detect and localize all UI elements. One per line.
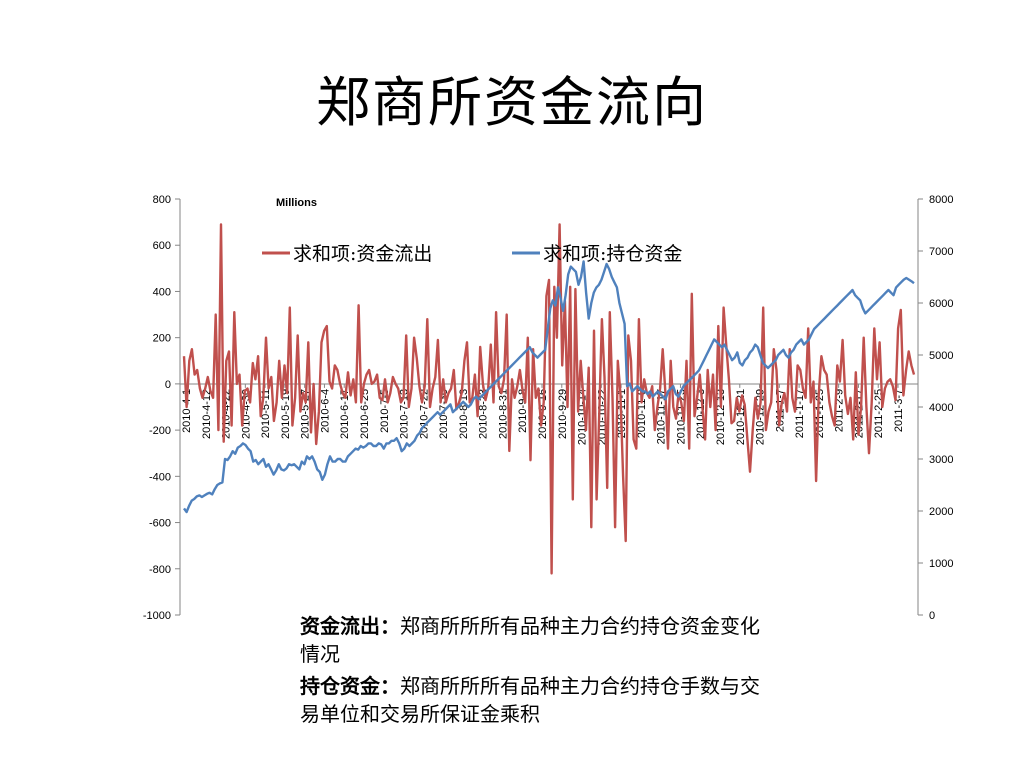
left-y-tick-label: 800 [153,194,171,206]
left-y-tick-label: -600 [149,518,171,530]
x-tick-label: 2010-11-9 [636,389,648,438]
x-tick-label: 2010-6-4 [319,389,331,433]
right-y-tick-label: 8000 [929,194,953,206]
series-layer [182,223,916,575]
right-y-tick-label: 1000 [929,558,953,570]
right-y-tick-label: 4000 [929,402,953,414]
right-y-tick-label: 6000 [929,298,953,310]
x-tick-label: 2011-1-17 [794,389,806,438]
right-y-tick-label: 7000 [929,246,953,258]
definitions-block: 资金流出：郑商所所所有品种主力合约持仓资金变化情况 持仓资金：郑商所所所有品种主… [300,612,760,732]
definition-text: 郑商所所所有品种主力合约持仓资金变化情况 [300,614,760,666]
series-line-outflow [182,223,916,575]
legend-label-outflow: 求和项:资金流出 [293,243,432,265]
left-y-tick-label: -1000 [143,610,171,622]
x-tick-label: 2010-12-29 [755,389,767,445]
definition-position-capital: 持仓资金：郑商所所所有品种主力合约持仓手数与交易单位和交易所保证金乘积 [300,672,760,728]
right-y-ticks: 8000 7000 6000 5000 4000 3000 2000 1000 0 [918,194,953,622]
left-y-tick-label: -800 [149,564,171,576]
legend-label-position-capital: 求和项:持仓资金 [543,243,682,265]
definition-separator: ： [380,614,400,638]
right-y-tick-label: 5000 [929,350,953,362]
definition-term: 持仓资金 [300,674,380,698]
left-y-tick-label: 400 [153,286,171,298]
x-tick-label: 2010-4-1 [181,389,193,433]
x-tick-label: 2010-8-13 [458,389,470,439]
x-tick-label: 2010-8-23 [478,389,490,439]
left-y-tick-label: 200 [153,333,171,345]
left-y-tick-label: 600 [153,240,171,252]
left-y-tick-label: 0 [165,379,171,391]
definition-term: 资金流出 [300,614,380,638]
x-tick-label: 2010-9-29 [557,389,569,439]
left-y-tick-label: -200 [149,425,171,437]
series-line-position-capital [183,260,915,514]
legend: 求和项:资金流出 求和项:持仓资金 [262,243,682,265]
left-y-tick-label: -400 [149,471,171,483]
left-y-ticks: 800 600 400 200 0 -200 -400 -600 -800 -1000 [143,194,180,622]
definition-outflow: 资金流出：郑商所所所有品种主力合约持仓资金变化情况 [300,612,760,668]
definition-separator: ： [380,674,400,698]
unit-label: Millions [276,197,317,209]
x-tick-label: 2010-5-19 [280,389,292,439]
x-tick-label: 2010-12-13 [715,389,727,445]
x-tick-label: 2010-4-12 [201,389,213,439]
right-y-tick-label: 3000 [929,454,953,466]
x-tick-label: 2010-6-17 [339,389,351,439]
definition-text: 郑商所所所有品种主力合约持仓手数与交易单位和交易所保证金乘积 [300,674,760,726]
right-y-tick-label: 2000 [929,506,953,518]
x-tick-label: 2010-8-31 [497,389,509,439]
slide-title: 郑商所资金流向 [316,71,708,134]
right-y-tick-label: 0 [929,610,935,622]
